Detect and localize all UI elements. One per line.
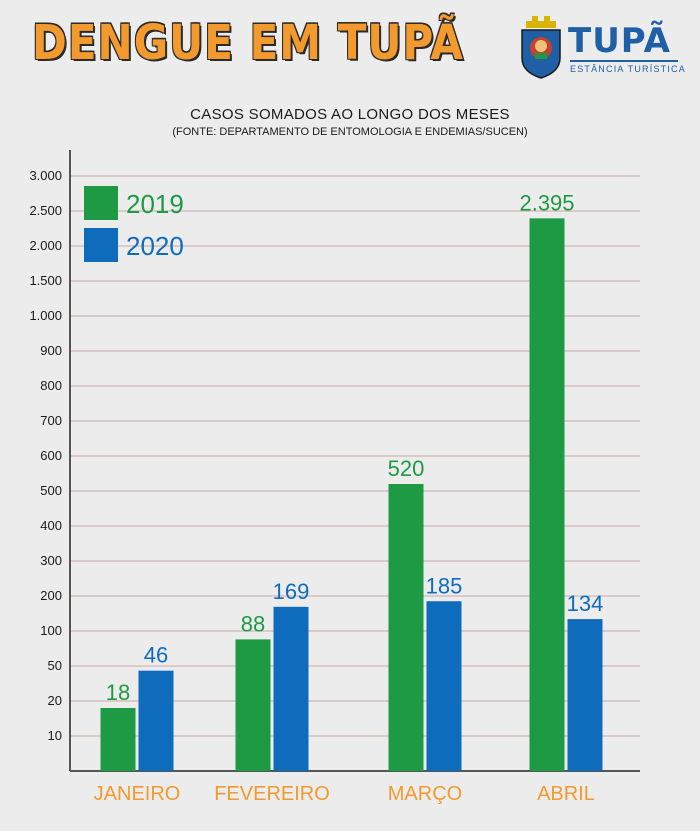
data-label: 134 <box>567 591 604 616</box>
city-logo: TUPÃ ESTÂNCIA TURÍSTICA <box>518 14 685 84</box>
bar-2019-janeiro <box>100 708 136 771</box>
data-label: 185 <box>426 573 463 598</box>
data-label: 169 <box>273 579 310 604</box>
logo-tagline: ESTÂNCIA TURÍSTICA <box>570 64 686 74</box>
chart-title: DENGUE EM TUPÃ <box>32 14 464 71</box>
y-tick-label: 2.000 <box>29 238 62 253</box>
y-tick-label: 600 <box>40 448 62 463</box>
y-tick-label: 1.000 <box>29 308 62 323</box>
legend-swatch-2020 <box>84 228 118 262</box>
y-tick-label: 1.500 <box>29 273 62 288</box>
legend-swatch-2019 <box>84 186 118 220</box>
bar-2020-janeiro <box>138 670 174 771</box>
category-label: JANEIRO <box>94 783 181 805</box>
bar-2019-fevereiro <box>235 639 271 771</box>
y-tick-label: 20 <box>48 693 62 708</box>
bar-2019-março <box>388 484 424 771</box>
y-tick-label: 300 <box>40 553 62 568</box>
data-label: 520 <box>388 456 425 481</box>
bar-2020-fevereiro <box>273 606 309 771</box>
data-label: 2.395 <box>519 190 574 215</box>
data-label: 18 <box>106 680 130 705</box>
y-tick-label: 100 <box>40 623 62 638</box>
city-crest-icon <box>521 16 561 79</box>
y-tick-label: 700 <box>40 413 62 428</box>
logo-name: TUPÃ <box>568 21 671 61</box>
y-tick-label: 200 <box>40 588 62 603</box>
y-tick-label: 500 <box>40 483 62 498</box>
category-label: ABRIL <box>537 783 595 805</box>
y-tick-label: 3.000 <box>29 168 62 183</box>
data-label: 88 <box>241 611 265 636</box>
y-tick-label: 800 <box>40 378 62 393</box>
bar-2019-abril <box>529 218 565 772</box>
data-label: 46 <box>144 643 168 668</box>
legend-label: 2020 <box>126 231 184 261</box>
chart-source: (FONTE: DEPARTAMENTO DE ENTOMOLOGIA E EN… <box>172 126 528 138</box>
logo-divider <box>570 60 678 62</box>
category-label: MARÇO <box>388 783 462 805</box>
chart-subtitle: CASOS SOMADOS AO LONGO DOS MESES <box>190 106 510 123</box>
bar-2020-março <box>426 601 462 771</box>
bar-2020-abril <box>567 619 603 771</box>
y-tick-label: 900 <box>40 343 62 358</box>
y-tick-label: 50 <box>48 658 62 673</box>
y-tick-label: 2.500 <box>29 203 62 218</box>
legend-label: 2019 <box>126 189 184 219</box>
category-label: FEVEREIRO <box>214 783 330 805</box>
y-tick-label: 400 <box>40 518 62 533</box>
y-tick-label: 10 <box>48 728 62 743</box>
